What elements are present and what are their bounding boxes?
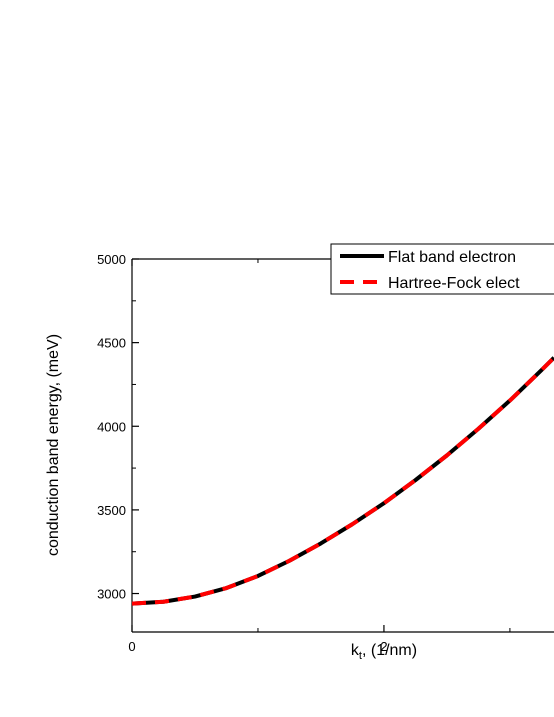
series-line-1: [131, 356, 554, 606]
x-axis-title-rest: , (1/nm): [362, 642, 417, 659]
ticks: 3000 3500 4000 4500 5000 0 2: [97, 252, 511, 654]
x-tick-label-1: 2: [380, 639, 387, 654]
x-axis-title-subscript: t: [359, 650, 362, 662]
x-axis-title-main: k: [351, 642, 360, 659]
y-tick-label-0: 3000: [97, 587, 126, 602]
legend-box: [330, 243, 554, 295]
plot-area: [131, 258, 554, 633]
series-line-0: [131, 356, 554, 606]
y-tick-label-1: 3500: [97, 503, 126, 518]
y-tick-label-2: 4000: [97, 419, 126, 434]
legend: Flat band electron Hartree-Fock elect: [330, 243, 554, 295]
y-tick-label-4: 5000: [97, 252, 126, 267]
y-tick-label-3: 4500: [97, 336, 126, 351]
legend-label-0: Flat band electron: [388, 249, 516, 266]
x-tick-label-0: 0: [128, 639, 135, 654]
series-layer: [131, 356, 554, 606]
y-axis-title: conduction band energy, (meV): [45, 334, 62, 556]
x-axis-title: kt, (1/nm): [351, 642, 417, 662]
legend-label-1: Hartree-Fock elect: [388, 275, 520, 292]
